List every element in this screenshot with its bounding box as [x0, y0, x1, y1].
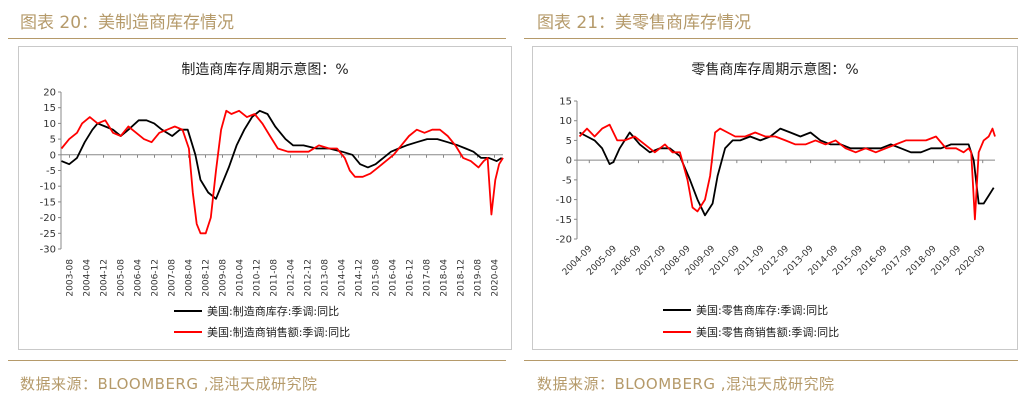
source-left: 数据来源：BLOOMBERG ,混沌天成研究院: [20, 375, 318, 393]
x-tick-label: 2010-12: [253, 259, 263, 297]
x-tick-label: 2004-12: [100, 259, 110, 297]
y-tick-label: 5: [566, 136, 572, 147]
y-tick-label: -25: [40, 229, 56, 240]
title-rule-left: [8, 38, 506, 39]
x-tick-label: 2020-04: [491, 259, 501, 297]
y-tick-label: -10: [556, 195, 572, 206]
y-tick-label: -15: [556, 215, 572, 226]
legend-label-0: 美国:制造商库存:季调:同比: [207, 304, 339, 318]
y-tick-label: -15: [40, 197, 56, 208]
x-tick-label: 2006-12: [151, 259, 161, 297]
x-tick-label: 2014-04: [338, 259, 348, 297]
x-tick-label: 2019-08: [474, 259, 484, 297]
series-line-0: [579, 127, 995, 217]
chart-title-right: 零售商库存周期示意图：%: [691, 62, 859, 78]
x-tick-label: 2008-04: [185, 259, 195, 297]
series-line-1: [60, 109, 504, 235]
legend-label-0: 美国:零售商库存:季调:同比: [696, 303, 828, 317]
y-tick-label: 15: [559, 97, 572, 108]
legend-label-1: 美国:零售商销售额:季调:同比: [696, 325, 839, 339]
y-tick-label: 10: [43, 119, 56, 130]
chart-panel-left: 制造商库存周期示意图：% 20 15 10 5 0 -5 -10 -15 -20 -25 -30 20…: [18, 46, 512, 350]
x-tick-label: 2006-04: [134, 259, 144, 297]
x-tick-label: 2018-12: [457, 259, 467, 297]
x-tick-label: 2004-04: [83, 259, 93, 297]
x-tick-label: 2009-08: [219, 259, 229, 297]
x-tick-label: 2011-08: [270, 259, 280, 297]
x-tick-label: 2016-12: [406, 259, 416, 297]
y-tick-label: 10: [559, 116, 572, 127]
legend-label-1: 美国:制造商销售额:季调:同比: [207, 325, 350, 339]
x-tick-label: 2005-08: [117, 259, 127, 297]
x-tick-label: 2018-04: [440, 259, 450, 297]
x-tick-label: 2015-08: [372, 259, 382, 297]
x-tick-label: 2013-08: [321, 259, 331, 297]
y-tick-label: -5: [562, 175, 572, 186]
y-tick-label: 20: [43, 88, 56, 99]
y-tick-label: -30: [40, 245, 56, 256]
y-tick-label: 5: [50, 135, 56, 146]
x-tick-label: 2008-12: [202, 259, 212, 297]
y-tick-label: -10: [40, 182, 56, 193]
chart-right-svg: 151050-5-10-15-202004-092005-092006-0920…: [556, 97, 996, 339]
figure-title-left: 图表 20：美制造商库存情况: [20, 13, 235, 33]
x-tick-label: 2014-12: [355, 259, 365, 297]
x-tick-label: 2012-04: [287, 259, 297, 297]
series-line-1: [578, 123, 996, 221]
source-right: 数据来源：BLOOMBERG ,混沌天成研究院: [537, 375, 835, 393]
y-tick-label: 15: [43, 103, 56, 114]
chart-title-left: 制造商库存周期示意图：%: [181, 62, 349, 78]
y-tick-label: 0: [50, 150, 56, 161]
x-tick-label: 2012-12: [304, 259, 314, 297]
title-rule-right: [524, 38, 1018, 39]
x-tick-label: 2007-08: [168, 259, 178, 297]
source-rule-left: [8, 360, 506, 361]
y-tick-label: 0: [566, 156, 572, 167]
y-tick-label: -5: [46, 166, 56, 177]
chart-left-svg: 20 15 10 5 0 -5 -10 -15 -20 -25 -30 2003-08 2004-04 2…: [40, 88, 504, 339]
source-rule-right: [524, 360, 1018, 361]
chart-panel-right: 零售商库存周期示意图：% 15 10 5 0 -5 -10 -15 -20 2004-09 200…: [532, 46, 1018, 350]
series-line-0: [61, 109, 503, 200]
y-tick-label: -20: [40, 213, 56, 224]
x-tick-label: 2010-04: [236, 259, 246, 297]
x-tick-label: 2003-08: [66, 259, 76, 297]
x-tick-label: 2016-04: [389, 259, 399, 297]
x-tick-label: 2017-08: [423, 259, 433, 297]
figure-title-right: 图表 21：美零售商库存情况: [537, 13, 752, 33]
y-tick-label: -20: [556, 235, 572, 246]
